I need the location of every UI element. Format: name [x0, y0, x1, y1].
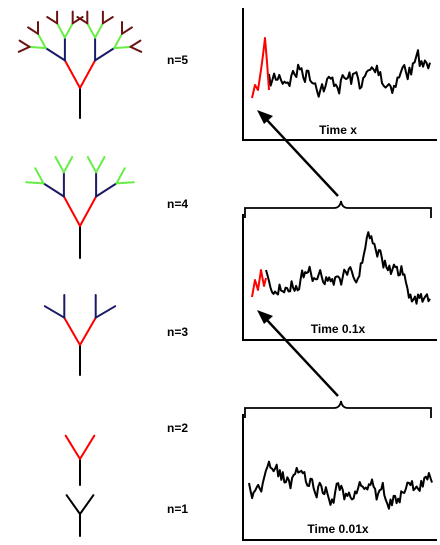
tree-branch [54, 156, 65, 174]
panel-caption-time-x: Time x [319, 123, 357, 137]
arrow-head-upper [257, 110, 273, 124]
tree-branch [63, 22, 74, 39]
highlight-segment-time-x [251, 37, 270, 99]
tree-branch [18, 39, 31, 48]
tree-n1 [65, 494, 95, 537]
tree-branch [129, 45, 143, 53]
tree-branch [115, 181, 135, 185]
level-label-n1: n=1 [167, 502, 188, 516]
level-label-n2: n=2 [167, 421, 188, 435]
tree-branch [65, 494, 81, 515]
tree-branch [79, 494, 95, 515]
tree-branch [115, 167, 126, 185]
tree-branch [79, 195, 98, 227]
level-label-n5: n=5 [167, 53, 188, 67]
tree-branch [95, 182, 118, 198]
time-series-time-x [268, 49, 431, 98]
time-series-time-0.01x [248, 460, 433, 510]
tree-branch [76, 16, 89, 25]
tree-branch [94, 22, 104, 39]
level-label-n4: n=4 [167, 197, 188, 211]
tree-branch [94, 305, 117, 319]
brace-time-0.1x [244, 200, 432, 218]
tree-branch [79, 59, 97, 89]
level-label-n3: n=3 [167, 325, 188, 339]
tree-branch [42, 182, 65, 198]
tree-branch [86, 22, 97, 39]
highlight-segment-time-0.1x [251, 269, 267, 298]
tree-branch [62, 156, 74, 174]
arrow-shaft-lower [265, 318, 339, 397]
tree-branch [64, 434, 81, 460]
tree-n2 [64, 434, 96, 486]
panel-axes-time-0.01x [242, 414, 437, 541]
tree-branch [43, 305, 66, 319]
tree-branch [27, 26, 39, 35]
tree-branch [63, 316, 81, 346]
tree-branch [71, 16, 84, 25]
tree-branch [63, 59, 81, 89]
tree-branch [28, 45, 47, 50]
brace-time-0.01x [244, 400, 432, 418]
tree-branch [129, 39, 142, 48]
tree-branch [94, 47, 116, 62]
panel-axes-time-0.1x [242, 214, 437, 341]
tree-branch [34, 167, 45, 185]
tree-branch [17, 45, 31, 53]
tree-branch [101, 16, 114, 25]
tree-branch [79, 316, 97, 346]
tree-branch [25, 181, 45, 185]
panel-axes-time-x [242, 8, 437, 141]
tree-branch [121, 26, 133, 35]
arrow-head-lower [257, 310, 273, 324]
arrow-shaft-upper [265, 118, 339, 197]
tree-branch [79, 434, 96, 460]
tree-branch [44, 47, 66, 62]
tree-branch [95, 156, 106, 174]
tree-branch [56, 22, 66, 39]
tree-n4 [25, 156, 135, 259]
tree-n3 [43, 294, 117, 376]
tree-branch [113, 32, 123, 50]
tree-n5 [17, 10, 143, 119]
time-series-time-0.1x [265, 231, 431, 305]
tree-branch [113, 45, 132, 50]
tree-branch [62, 195, 81, 227]
panel-caption-time-0.1x: Time 0.1x [311, 322, 366, 336]
panel-caption-time-0.01x: Time 0.01x [307, 522, 368, 536]
tree-branch [86, 156, 98, 174]
tree-branch [46, 16, 59, 25]
tree-branch [37, 32, 47, 50]
